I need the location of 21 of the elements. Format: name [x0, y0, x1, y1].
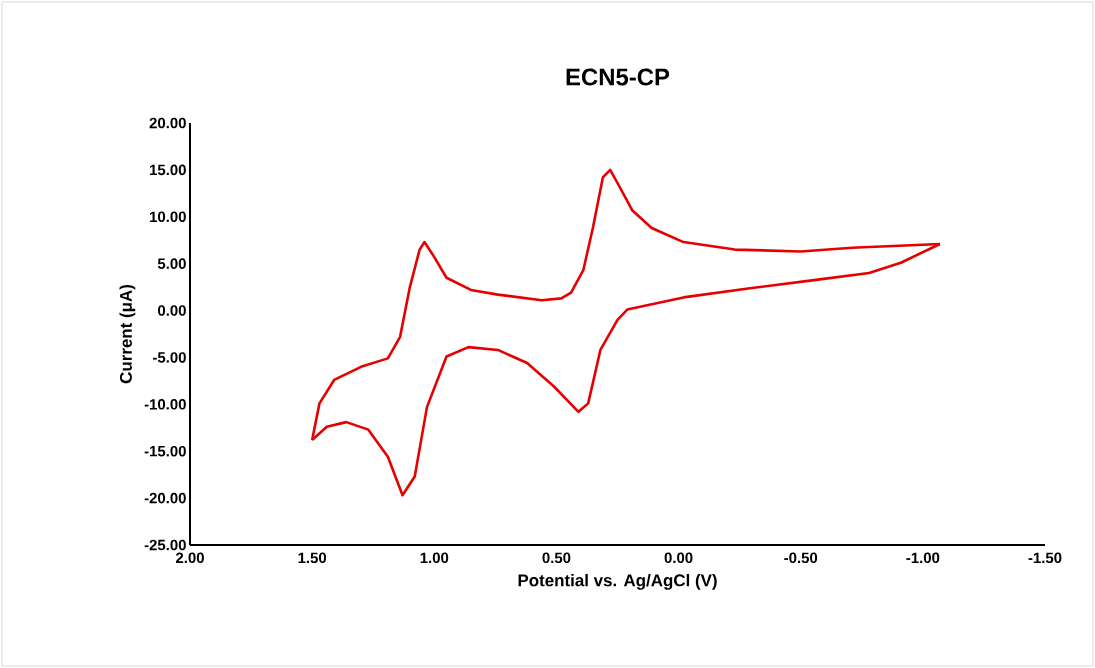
x-tick-label: 2.00 — [175, 552, 204, 564]
x-tick-label: 1.50 — [298, 552, 327, 564]
x-tick-label: -0.50 — [784, 552, 818, 564]
y-tick-label: -20.00 — [144, 492, 186, 504]
y-tick-label: 20.00 — [149, 117, 186, 129]
x-axis-title: Potential vs. Ag/AgCl (V) — [518, 573, 717, 590]
y-tick-label: 5.00 — [157, 258, 186, 269]
y-tick-label: -25.00 — [144, 539, 186, 551]
x-tick-label: 0.50 — [542, 552, 571, 564]
y-tick-label: -15.00 — [144, 445, 186, 457]
x-tick-label: 1.00 — [420, 552, 449, 564]
chart-title: ECN5-CP — [566, 68, 670, 86]
y-tick-label: -10.00 — [144, 399, 186, 410]
y-tick-label: 10.00 — [150, 211, 186, 223]
y-axis-title: Current (μA) — [119, 284, 136, 384]
x-tick-label: -1.50 — [1028, 552, 1062, 564]
y-tick-label: 0.00 — [157, 305, 186, 316]
y-tick-label: 15.00 — [150, 164, 186, 176]
y-tick-label: -5.00 — [152, 352, 186, 363]
x-tick-label: -1.00 — [906, 552, 940, 564]
x-tick-label: 0.00 — [664, 552, 693, 564]
